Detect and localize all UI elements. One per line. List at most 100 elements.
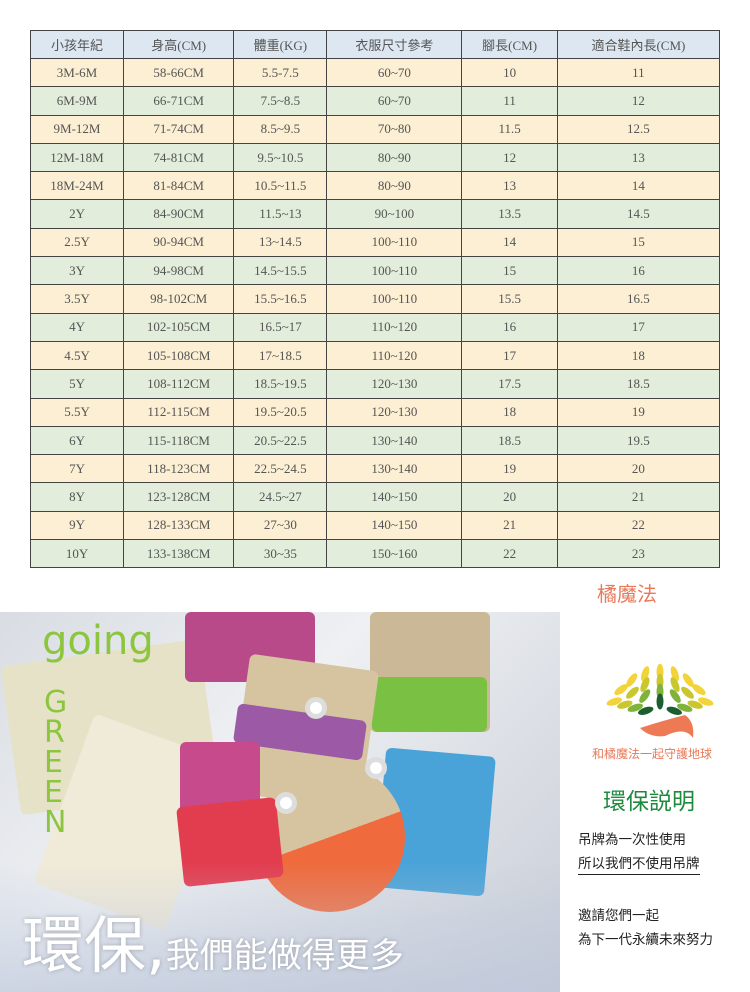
table-cell: 20 — [461, 482, 558, 512]
note-line: 所以我們不使用吊牌 — [578, 852, 700, 875]
table-cell: 13~14.5 — [233, 227, 328, 258]
table-cell: 22 — [556, 510, 721, 541]
table-cell: 16 — [461, 312, 558, 342]
leaf — [666, 706, 682, 715]
table-cell: 18M-24M — [29, 171, 125, 201]
table-cell: 19 — [556, 397, 721, 427]
table-cell: 7.5~8.5 — [233, 86, 328, 116]
table-cell: 66-71CM — [123, 86, 235, 116]
table-cell: 102-105CM — [123, 312, 235, 342]
eco-title: 環保説明 — [603, 789, 695, 815]
table-cell: 110~120 — [326, 312, 463, 342]
leaf — [687, 700, 703, 709]
table-cell: 13 — [556, 142, 721, 173]
table-cell: 60~70 — [326, 86, 463, 116]
table-cell: 115-118CM — [123, 425, 235, 456]
table-cell: 14 — [556, 171, 721, 201]
table-cell: 20 — [556, 454, 721, 484]
leaf — [692, 684, 706, 696]
table-cell: 105-108CM — [123, 340, 235, 371]
table-cell: 14.5 — [556, 199, 721, 229]
table-cell: 140~150 — [326, 482, 463, 512]
column-header: 體重(KG) — [233, 30, 328, 59]
table-cell: 100~110 — [326, 284, 463, 314]
column-header: 腳長(CM) — [461, 30, 558, 59]
table-row: 12M-18M 74-81CM 9.5~10.5 80~90 12 13 — [29, 142, 721, 173]
column-header: 小孩年紀 — [29, 30, 125, 59]
tags-photo — [0, 612, 560, 992]
note-line: 邀請您們一起 — [578, 908, 659, 924]
table-cell: 3.5Y — [29, 284, 125, 314]
tag-hole — [275, 792, 297, 814]
tag-hole — [365, 757, 387, 779]
leaf — [682, 673, 694, 687]
table-cell: 22 — [461, 539, 558, 569]
table-cell: 27~30 — [233, 510, 328, 541]
size-chart-table: 小孩年紀 身高(CM) 體重(KG) 衣服尺寸參考 腳長(CM) 適合鞋內長(CM) 3M… — [29, 30, 721, 569]
table-cell: 18.5~19.5 — [233, 369, 328, 399]
table-row: 10Y 133-138CM 30~35 150~160 22 23 — [29, 539, 721, 569]
table-cell: 100~110 — [326, 256, 463, 286]
leaf — [669, 689, 681, 703]
table-cell: 58-66CM — [123, 57, 235, 88]
table-cell: 130~140 — [326, 425, 463, 456]
table-cell: 9Y — [29, 510, 125, 541]
table-row: 3Y 94-98CM 14.5~15.5 100~110 15 16 — [29, 256, 721, 286]
table-cell: 22.5~24.5 — [233, 454, 328, 484]
table-cell: 128-133CM — [123, 510, 235, 541]
table-cell: 2.5Y — [29, 227, 125, 258]
table-cell: 120~130 — [326, 397, 463, 427]
leaf — [697, 697, 714, 706]
table-row: 5Y 108-112CM 18.5~19.5 120~130 17.5 18.5 — [29, 369, 721, 399]
green-vertical-text: GREEN — [44, 685, 68, 840]
leaf — [606, 697, 623, 706]
leaf — [626, 673, 638, 687]
table-cell: 6M-9M — [29, 86, 125, 116]
table-header-row: 小孩年紀 身高(CM) 體重(KG) 衣服尺寸參考 腳長(CM) 適合鞋內長(CM) — [29, 30, 721, 59]
table-cell: 5.5-7.5 — [233, 57, 328, 88]
table-cell: 130~140 — [326, 454, 463, 484]
table-cell: 18 — [556, 340, 721, 371]
table-cell: 100~110 — [326, 227, 463, 258]
table-cell: 120~130 — [326, 369, 463, 399]
table-row: 2Y 84-90CM 11.5~13 90~100 13.5 14.5 — [29, 199, 721, 229]
table-cell: 17 — [556, 312, 721, 342]
table-cell: 17 — [461, 340, 558, 371]
table-cell: 12 — [461, 142, 558, 173]
table-cell: 80~90 — [326, 171, 463, 201]
table-cell: 94-98CM — [123, 256, 235, 286]
table-cell: 108-112CM — [123, 369, 235, 399]
leaf — [640, 677, 650, 693]
table-cell: 18.5 — [556, 369, 721, 399]
table-row: 9Y 128-133CM 27~30 140~150 21 22 — [29, 510, 721, 541]
table-cell: 24.5~27 — [233, 482, 328, 512]
table-cell: 30~35 — [233, 539, 328, 569]
table-row: 4Y 102-105CM 16.5~17 110~120 16 17 — [29, 312, 721, 342]
table-cell: 150~160 — [326, 539, 463, 569]
table-row: 6Y 115-118CM 20.5~22.5 130~140 18.5 19.5 — [29, 425, 721, 456]
leaf — [627, 703, 643, 712]
table-cell: 60~70 — [326, 57, 463, 88]
tag-hole — [305, 697, 327, 719]
table-cell: 112-115CM — [123, 397, 235, 427]
table-cell: 3M-6M — [29, 57, 125, 88]
table-row: 3M-6M 58-66CM 5.5-7.5 60~70 10 11 — [29, 57, 721, 88]
table-cell: 6Y — [29, 425, 125, 456]
slogan-big: 環保, — [22, 909, 166, 982]
table-cell: 11 — [461, 86, 558, 116]
table-cell: 20.5~22.5 — [233, 425, 328, 456]
table-row: 4.5Y 105-108CM 17~18.5 110~120 17 18 — [29, 340, 721, 371]
leaf — [677, 703, 693, 712]
table-cell: 7Y — [29, 454, 125, 484]
table-cell: 12M-18M — [29, 142, 125, 173]
table-cell: 19 — [461, 454, 558, 484]
table-cell: 9M-12M — [29, 114, 125, 144]
table-row: 5.5Y 112-115CM 19.5~20.5 120~130 18 19 — [29, 397, 721, 427]
table-row: 8Y 123-128CM 24.5~27 140~150 20 21 — [29, 482, 721, 512]
table-cell: 3Y — [29, 256, 125, 286]
leaf — [638, 706, 654, 715]
leaf — [614, 684, 628, 696]
table-cell: 118-123CM — [123, 454, 235, 484]
tree-hand-logo-icon — [606, 663, 714, 738]
going-text: going — [42, 618, 154, 664]
